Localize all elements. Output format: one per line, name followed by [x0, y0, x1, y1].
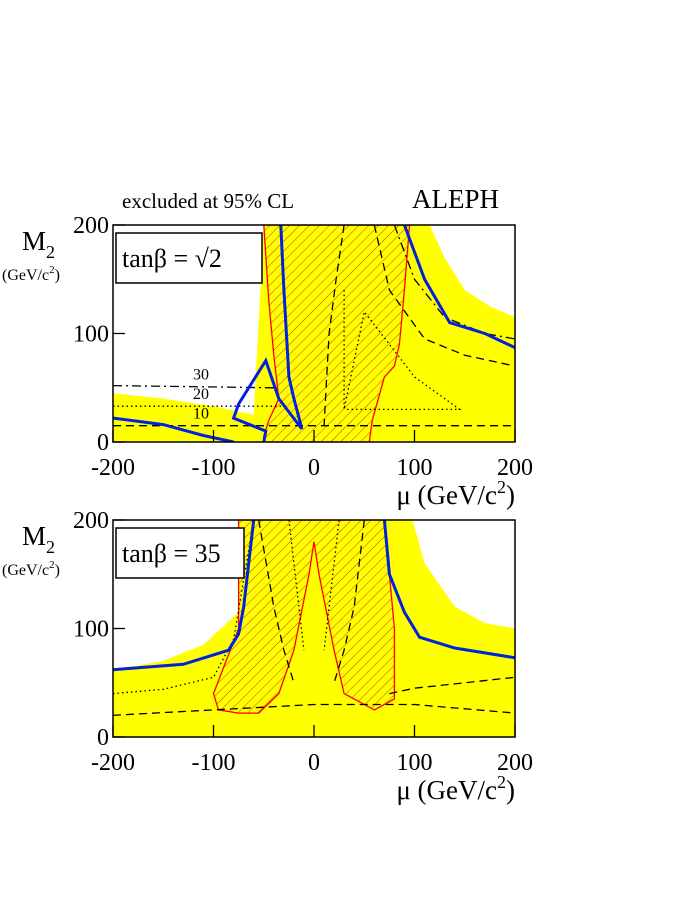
contour-line: [333, 520, 365, 683]
y-tick-label: 100: [73, 322, 109, 348]
x-label-sup: 2: [497, 477, 506, 497]
x-label-part: μ (GeV/c: [396, 480, 497, 510]
plot-area: [113, 225, 515, 442]
excluded-region: [212, 520, 396, 714]
limit-line: [113, 416, 234, 442]
contour-line: [113, 520, 255, 695]
x-tick-label: -200: [91, 455, 135, 481]
y-tick-label: 0: [97, 430, 109, 456]
x-label-part: ): [506, 775, 515, 805]
x-label-part: μ (GeV/c: [396, 775, 497, 805]
y-tick-label: 0: [97, 725, 109, 751]
panel-label: tanβ = 35: [122, 539, 221, 568]
y-unit-part: ): [55, 562, 60, 579]
limit-line: [113, 520, 256, 672]
x-tick-label: 200: [497, 455, 533, 481]
y-unit: (GeV/c2): [2, 264, 60, 284]
contour-line: [258, 520, 295, 683]
y-label: M2: [22, 521, 55, 557]
y-label: M2: [22, 226, 55, 262]
x-tick-label: -200: [91, 750, 135, 776]
limit-line: [231, 357, 304, 442]
contour-label: 30: [193, 366, 209, 383]
plot-area: [113, 520, 515, 737]
label-box: [115, 527, 245, 579]
limit-line: [402, 225, 515, 349]
limit-line: [279, 225, 304, 430]
excluded-region: [263, 225, 411, 442]
contour-line: [343, 290, 462, 411]
label-box: [115, 232, 263, 284]
x-tick-label: -100: [192, 750, 236, 776]
y-unit-part: (GeV/c: [2, 267, 49, 284]
contour-label: 20: [193, 386, 209, 403]
header-right: ALEPH: [412, 184, 499, 214]
y-unit-part: ): [55, 267, 60, 284]
contour-line: [113, 384, 274, 389]
x-label: μ (GeV/c2): [396, 772, 515, 805]
x-label-sup: 2: [497, 772, 506, 792]
x-tick-label: 200: [497, 750, 533, 776]
y-label-main: M: [22, 226, 46, 256]
y-unit: (GeV/c2): [2, 559, 60, 579]
x-tick-label: -100: [192, 455, 236, 481]
contour-line: [393, 225, 515, 340]
y-unit-part: (GeV/c: [2, 562, 49, 579]
y-tick-label: 200: [73, 213, 109, 239]
x-tick-label: 100: [397, 750, 433, 776]
y-unit-sup: 2: [49, 559, 55, 571]
x-label: μ (GeV/c2): [396, 477, 515, 510]
contour-line: [323, 225, 345, 426]
panel-label: tanβ = √2: [122, 244, 222, 273]
y-label-main: M: [22, 521, 46, 551]
x-tick-label: 0: [308, 750, 320, 776]
excluded-region: [113, 520, 515, 737]
limit-line: [382, 520, 515, 660]
contour-label: 10: [193, 405, 209, 422]
x-tick-label: 0: [308, 455, 320, 481]
y-tick-label: 100: [73, 617, 109, 643]
x-tick-label: 100: [397, 455, 433, 481]
header-left: excluded at 95% CL: [122, 189, 294, 213]
contour-line: [113, 703, 515, 716]
y-label-sub: 2: [46, 537, 55, 557]
y-tick-label: 200: [73, 508, 109, 534]
contour-line: [373, 225, 515, 367]
y-label-sub: 2: [46, 242, 55, 262]
x-label-part: ): [506, 480, 515, 510]
y-unit-sup: 2: [49, 264, 55, 276]
